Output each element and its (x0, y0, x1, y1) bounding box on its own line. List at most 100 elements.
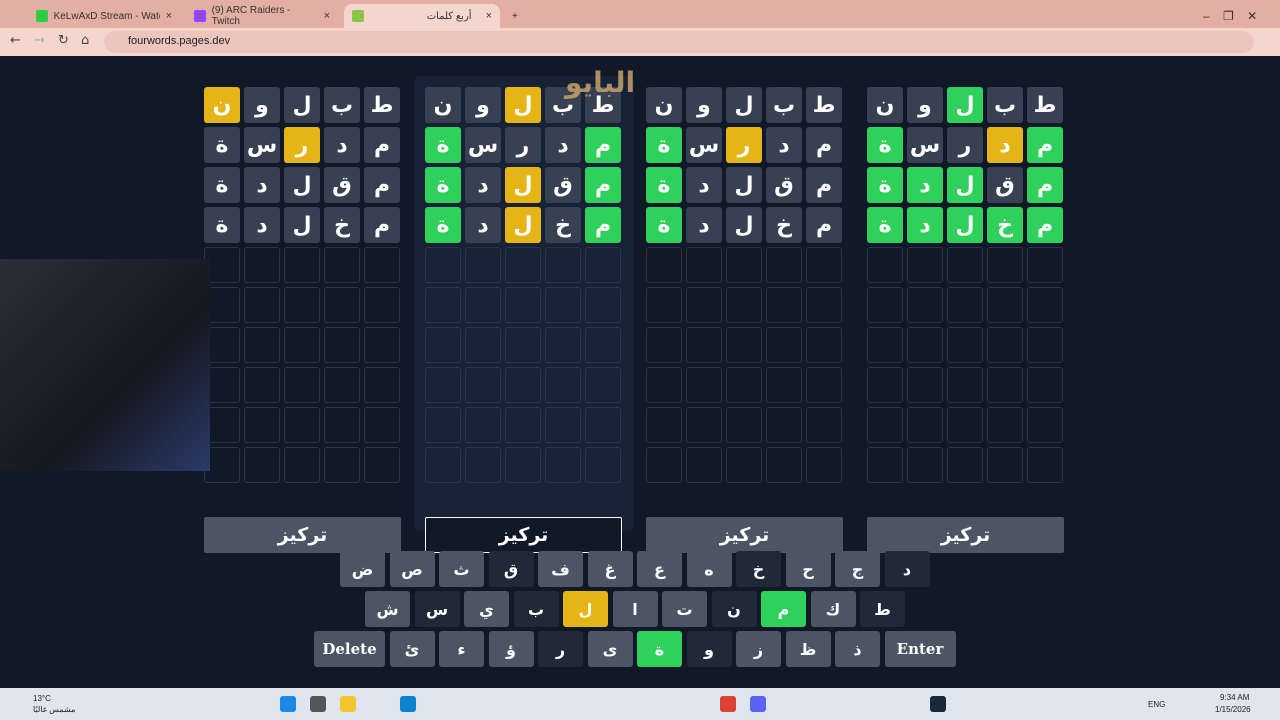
letter-key[interactable]: ى (587, 631, 633, 667)
window-controls[interactable]: – ❐ ✕ (1203, 9, 1258, 23)
tile: ر (505, 127, 541, 163)
language-indicator[interactable]: ENG (1148, 700, 1166, 709)
steam-icon[interactable] (930, 696, 946, 712)
letter-key[interactable]: ك (810, 591, 856, 627)
letter-key[interactable]: ش (365, 591, 410, 627)
letter-key[interactable]: ب (513, 591, 559, 627)
letter-key[interactable]: ي (464, 591, 509, 627)
letter-key[interactable]: ذ (835, 631, 880, 667)
taskview-icon[interactable] (310, 696, 326, 712)
empty-tile (1027, 327, 1063, 363)
empty-tile (244, 287, 280, 323)
home-icon[interactable]: ⌂ (81, 33, 90, 48)
letter-key[interactable]: ة (637, 631, 682, 667)
letter-key[interactable]: ق (488, 551, 534, 587)
letter-key[interactable]: ر (538, 631, 583, 667)
focus-button[interactable]: تركيز (646, 517, 843, 553)
letter-key[interactable]: ج (835, 551, 880, 587)
tile: د (907, 207, 943, 243)
tile: د (766, 127, 802, 163)
tile: م (585, 207, 621, 243)
empty-tile (425, 327, 461, 363)
clock-time[interactable]: 9:34 AM (1220, 693, 1250, 702)
letter-key[interactable]: ع (637, 551, 682, 587)
empty-tile (324, 367, 360, 403)
letter-key[interactable]: خ (736, 551, 781, 587)
tile: د (465, 167, 501, 203)
empty-tile (686, 247, 722, 283)
tile: ق (545, 167, 581, 203)
reload-icon[interactable]: ↻ (58, 33, 69, 48)
letter-key[interactable]: ل (563, 591, 608, 627)
tile: م (1027, 127, 1063, 163)
tab-fourwords[interactable]: أربع كلمات × (344, 4, 500, 28)
empty-tile (364, 367, 400, 403)
letter-key[interactable]: ئ (389, 631, 435, 667)
empty-tile (686, 287, 722, 323)
url-input[interactable]: fourwords.pages.dev (104, 31, 1254, 53)
close-icon[interactable]: × (485, 10, 492, 22)
empty-tile (947, 407, 983, 443)
letter-key[interactable]: ص (389, 551, 435, 587)
letter-key[interactable]: د (884, 551, 930, 587)
back-icon[interactable]: ← (10, 33, 21, 48)
close-icon[interactable]: × (323, 10, 330, 22)
start-icon[interactable] (280, 696, 296, 712)
close-icon[interactable]: × (165, 10, 172, 22)
empty-tile (947, 327, 983, 363)
enter-key[interactable]: Enter (884, 631, 956, 667)
tab-kelwaxd[interactable]: KeLwAxD Stream - Watch Live o × (28, 4, 180, 28)
empty-tile (364, 247, 400, 283)
letter-key[interactable]: ه (686, 551, 732, 587)
empty-tile (465, 367, 501, 403)
tile: د (545, 127, 581, 163)
empty-tile (585, 447, 621, 483)
grid-icon (352, 10, 364, 22)
discord-icon[interactable] (750, 696, 766, 712)
letter-key[interactable]: ا (612, 591, 658, 627)
letter-key[interactable]: ث (439, 551, 484, 587)
letter-key[interactable]: ن (711, 591, 757, 627)
letter-key[interactable]: س (414, 591, 460, 627)
focus-button[interactable]: تركيز (204, 517, 401, 553)
letter-key[interactable]: ح (785, 551, 831, 587)
edge-icon[interactable] (400, 696, 416, 712)
tile: ل (284, 207, 320, 243)
empty-tile (545, 367, 581, 403)
empty-tile (947, 247, 983, 283)
letter-key[interactable]: ظ (785, 631, 831, 667)
tab-twitch[interactable]: (9) ARC Raiders - Twitch × (186, 4, 338, 28)
focus-button[interactable]: تركيز (867, 517, 1064, 553)
taskbar: 13°C مشمس غالبًا ENG 9:34 AM 1/15/2026 (0, 688, 1280, 720)
tile: ر (947, 127, 983, 163)
letter-key[interactable]: ض (340, 551, 385, 587)
delete-key[interactable]: Delete (314, 631, 385, 667)
letter-key[interactable]: ز (736, 631, 781, 667)
letter-key[interactable]: ط (860, 591, 905, 627)
empty-tile (1027, 247, 1063, 283)
tile: ل (284, 87, 320, 123)
empty-tile (987, 367, 1023, 403)
empty-tile (766, 327, 802, 363)
tile: ل (505, 167, 541, 203)
focus-button[interactable]: تركيز (425, 517, 622, 553)
empty-tile (806, 327, 842, 363)
letter-key[interactable]: غ (587, 551, 633, 587)
letter-key[interactable]: ؤ (488, 631, 534, 667)
letter-key[interactable]: و (686, 631, 732, 667)
tile: خ (987, 207, 1023, 243)
empty-tile (1027, 447, 1063, 483)
explorer-icon[interactable] (340, 696, 356, 712)
letter-key[interactable]: ف (538, 551, 583, 587)
tile: د (686, 207, 722, 243)
letter-key[interactable]: ت (662, 591, 707, 627)
tile: م (585, 167, 621, 203)
clock-date[interactable]: 1/15/2026 (1215, 705, 1251, 714)
forward-icon[interactable]: → (34, 33, 45, 48)
letter-key[interactable]: ء (439, 631, 484, 667)
tile: د (686, 167, 722, 203)
chrome-icon[interactable] (720, 696, 736, 712)
empty-tile (244, 447, 280, 483)
letter-key[interactable]: م (761, 591, 806, 627)
new-tab-button[interactable]: + (512, 10, 518, 22)
